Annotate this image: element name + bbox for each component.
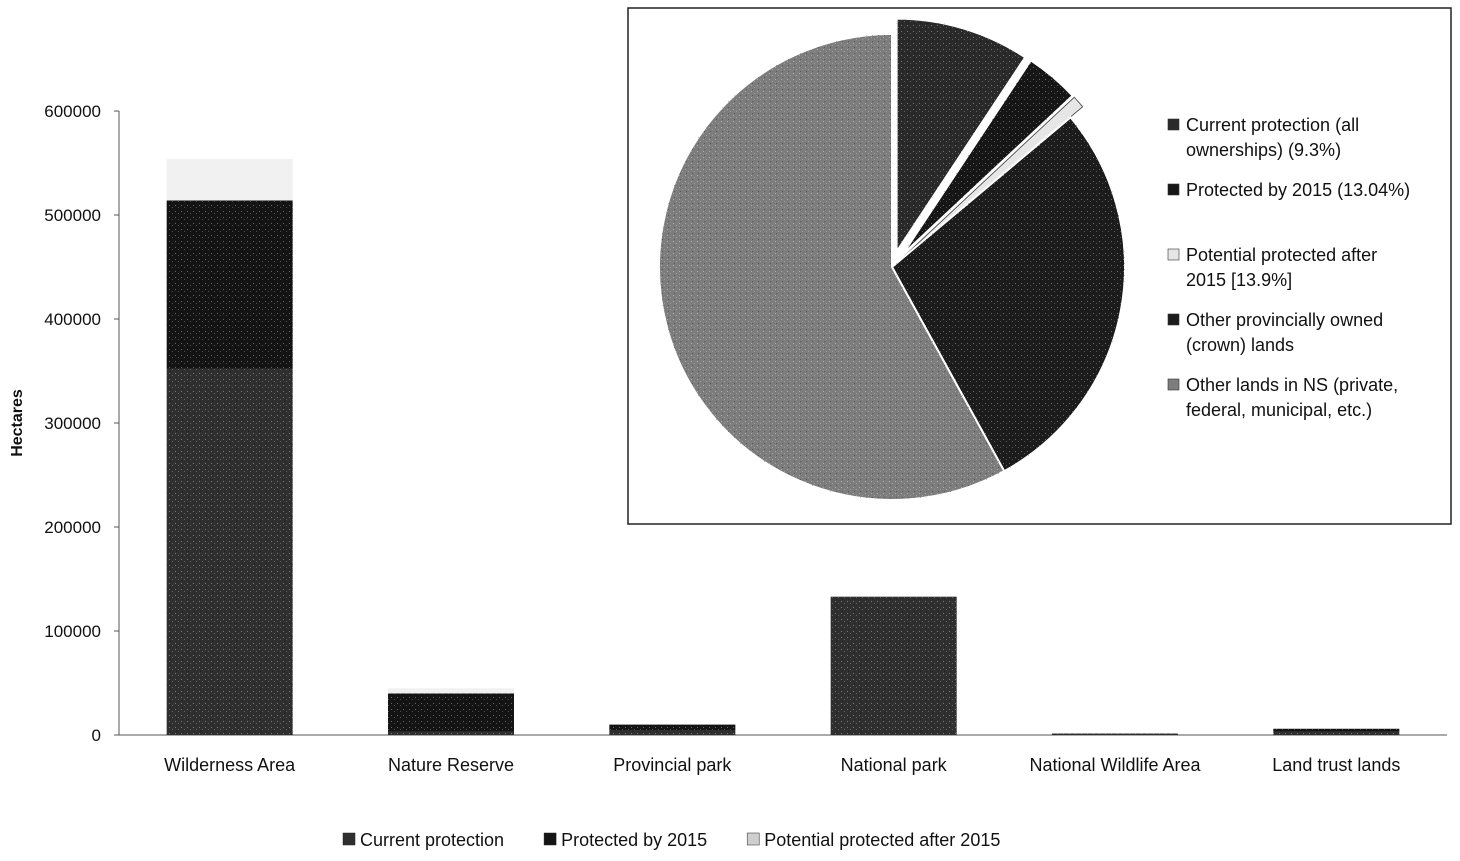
y-tick-label: 0 bbox=[92, 726, 101, 745]
x-category-label: National Wildlife Area bbox=[1029, 755, 1201, 775]
bar-texture bbox=[388, 693, 514, 732]
legend-swatch-protected-by-2015 bbox=[543, 832, 557, 846]
pie-legend-label: Other provincially owned bbox=[1186, 310, 1383, 330]
bar-texture bbox=[609, 730, 736, 735]
legend-swatch-potential-protected-after-2015 bbox=[746, 832, 760, 846]
pie-slice-texture bbox=[896, 18, 1026, 252]
bar-nature-reserve-potential-protected-after-2015 bbox=[388, 688, 514, 694]
y-tick-label: 600000 bbox=[44, 102, 101, 121]
bar-texture bbox=[166, 368, 293, 735]
bar-texture bbox=[830, 596, 957, 735]
y-tick-label: 300000 bbox=[44, 414, 101, 433]
pie-slice-texture bbox=[658, 34, 1005, 500]
legend-label-protected-by-2015: Protected by 2015 bbox=[561, 830, 707, 850]
pie-legend-label: Current protection (all bbox=[1186, 115, 1359, 135]
pie-slice-outline bbox=[903, 96, 1084, 257]
pie-legend-swatch bbox=[1167, 248, 1180, 261]
pie-legend: Current protection (all ownerships) (9.3%… bbox=[1167, 115, 1410, 420]
x-category-label: Nature Reserve bbox=[388, 755, 514, 775]
pie-legend-swatch bbox=[1167, 118, 1180, 131]
bar-texture bbox=[1273, 728, 1400, 732]
bar-wilderness-area-potential-protected-after-2015 bbox=[166, 158, 293, 201]
y-tick-label: 500000 bbox=[44, 206, 101, 225]
bar-texture bbox=[1273, 731, 1400, 735]
pie-legend-swatch bbox=[1167, 183, 1180, 196]
x-category-label: Land trust lands bbox=[1272, 755, 1400, 775]
pie-legend-label: ownerships) (9.3%) bbox=[1186, 140, 1341, 160]
bar-texture bbox=[166, 200, 293, 369]
bar-chart: 0 100000 200000 300000 400000 500000 600000 He… bbox=[9, 102, 1447, 850]
pie-legend-label: Other lands in NS (private, bbox=[1186, 375, 1398, 395]
pie-legend-label: (crown) lands bbox=[1186, 335, 1294, 355]
y-tick-label: 200000 bbox=[44, 518, 101, 537]
y-tick-label: 400000 bbox=[44, 310, 101, 329]
bar-texture bbox=[609, 724, 736, 731]
x-category-label: Provincial park bbox=[613, 755, 732, 775]
bar-legend: Current protection Protected by 2015 Poten… bbox=[342, 830, 1000, 850]
pie-slice-texture bbox=[892, 117, 1125, 472]
legend-swatch-current-protection bbox=[342, 832, 356, 846]
pie-legend-label: Potential protected after bbox=[1186, 245, 1377, 265]
pie-legend-label: federal, municipal, etc.) bbox=[1186, 400, 1372, 420]
pie-legend-label: 2015 [13.9%] bbox=[1186, 270, 1292, 290]
x-category-label: Wilderness Area bbox=[164, 755, 296, 775]
pie-chart: Current protection (all ownerships) (9.3%… bbox=[627, 7, 1452, 525]
bar-texture bbox=[388, 731, 514, 735]
bar-texture bbox=[1052, 733, 1178, 735]
pie-legend-swatch bbox=[1167, 313, 1180, 326]
y-axis-title: Hectares bbox=[9, 389, 26, 457]
y-tick-label: 100000 bbox=[44, 622, 101, 641]
pie-slice-texture bbox=[902, 60, 1073, 255]
pie-legend-label: Protected by 2015 (13.04%) bbox=[1186, 180, 1410, 200]
pie-legend-swatch bbox=[1167, 378, 1180, 391]
legend-label-potential-protected-after-2015: Potential protected after 2015 bbox=[764, 830, 1000, 850]
x-category-label: National park bbox=[841, 755, 948, 775]
legend-label-current-protection: Current protection bbox=[360, 830, 504, 850]
